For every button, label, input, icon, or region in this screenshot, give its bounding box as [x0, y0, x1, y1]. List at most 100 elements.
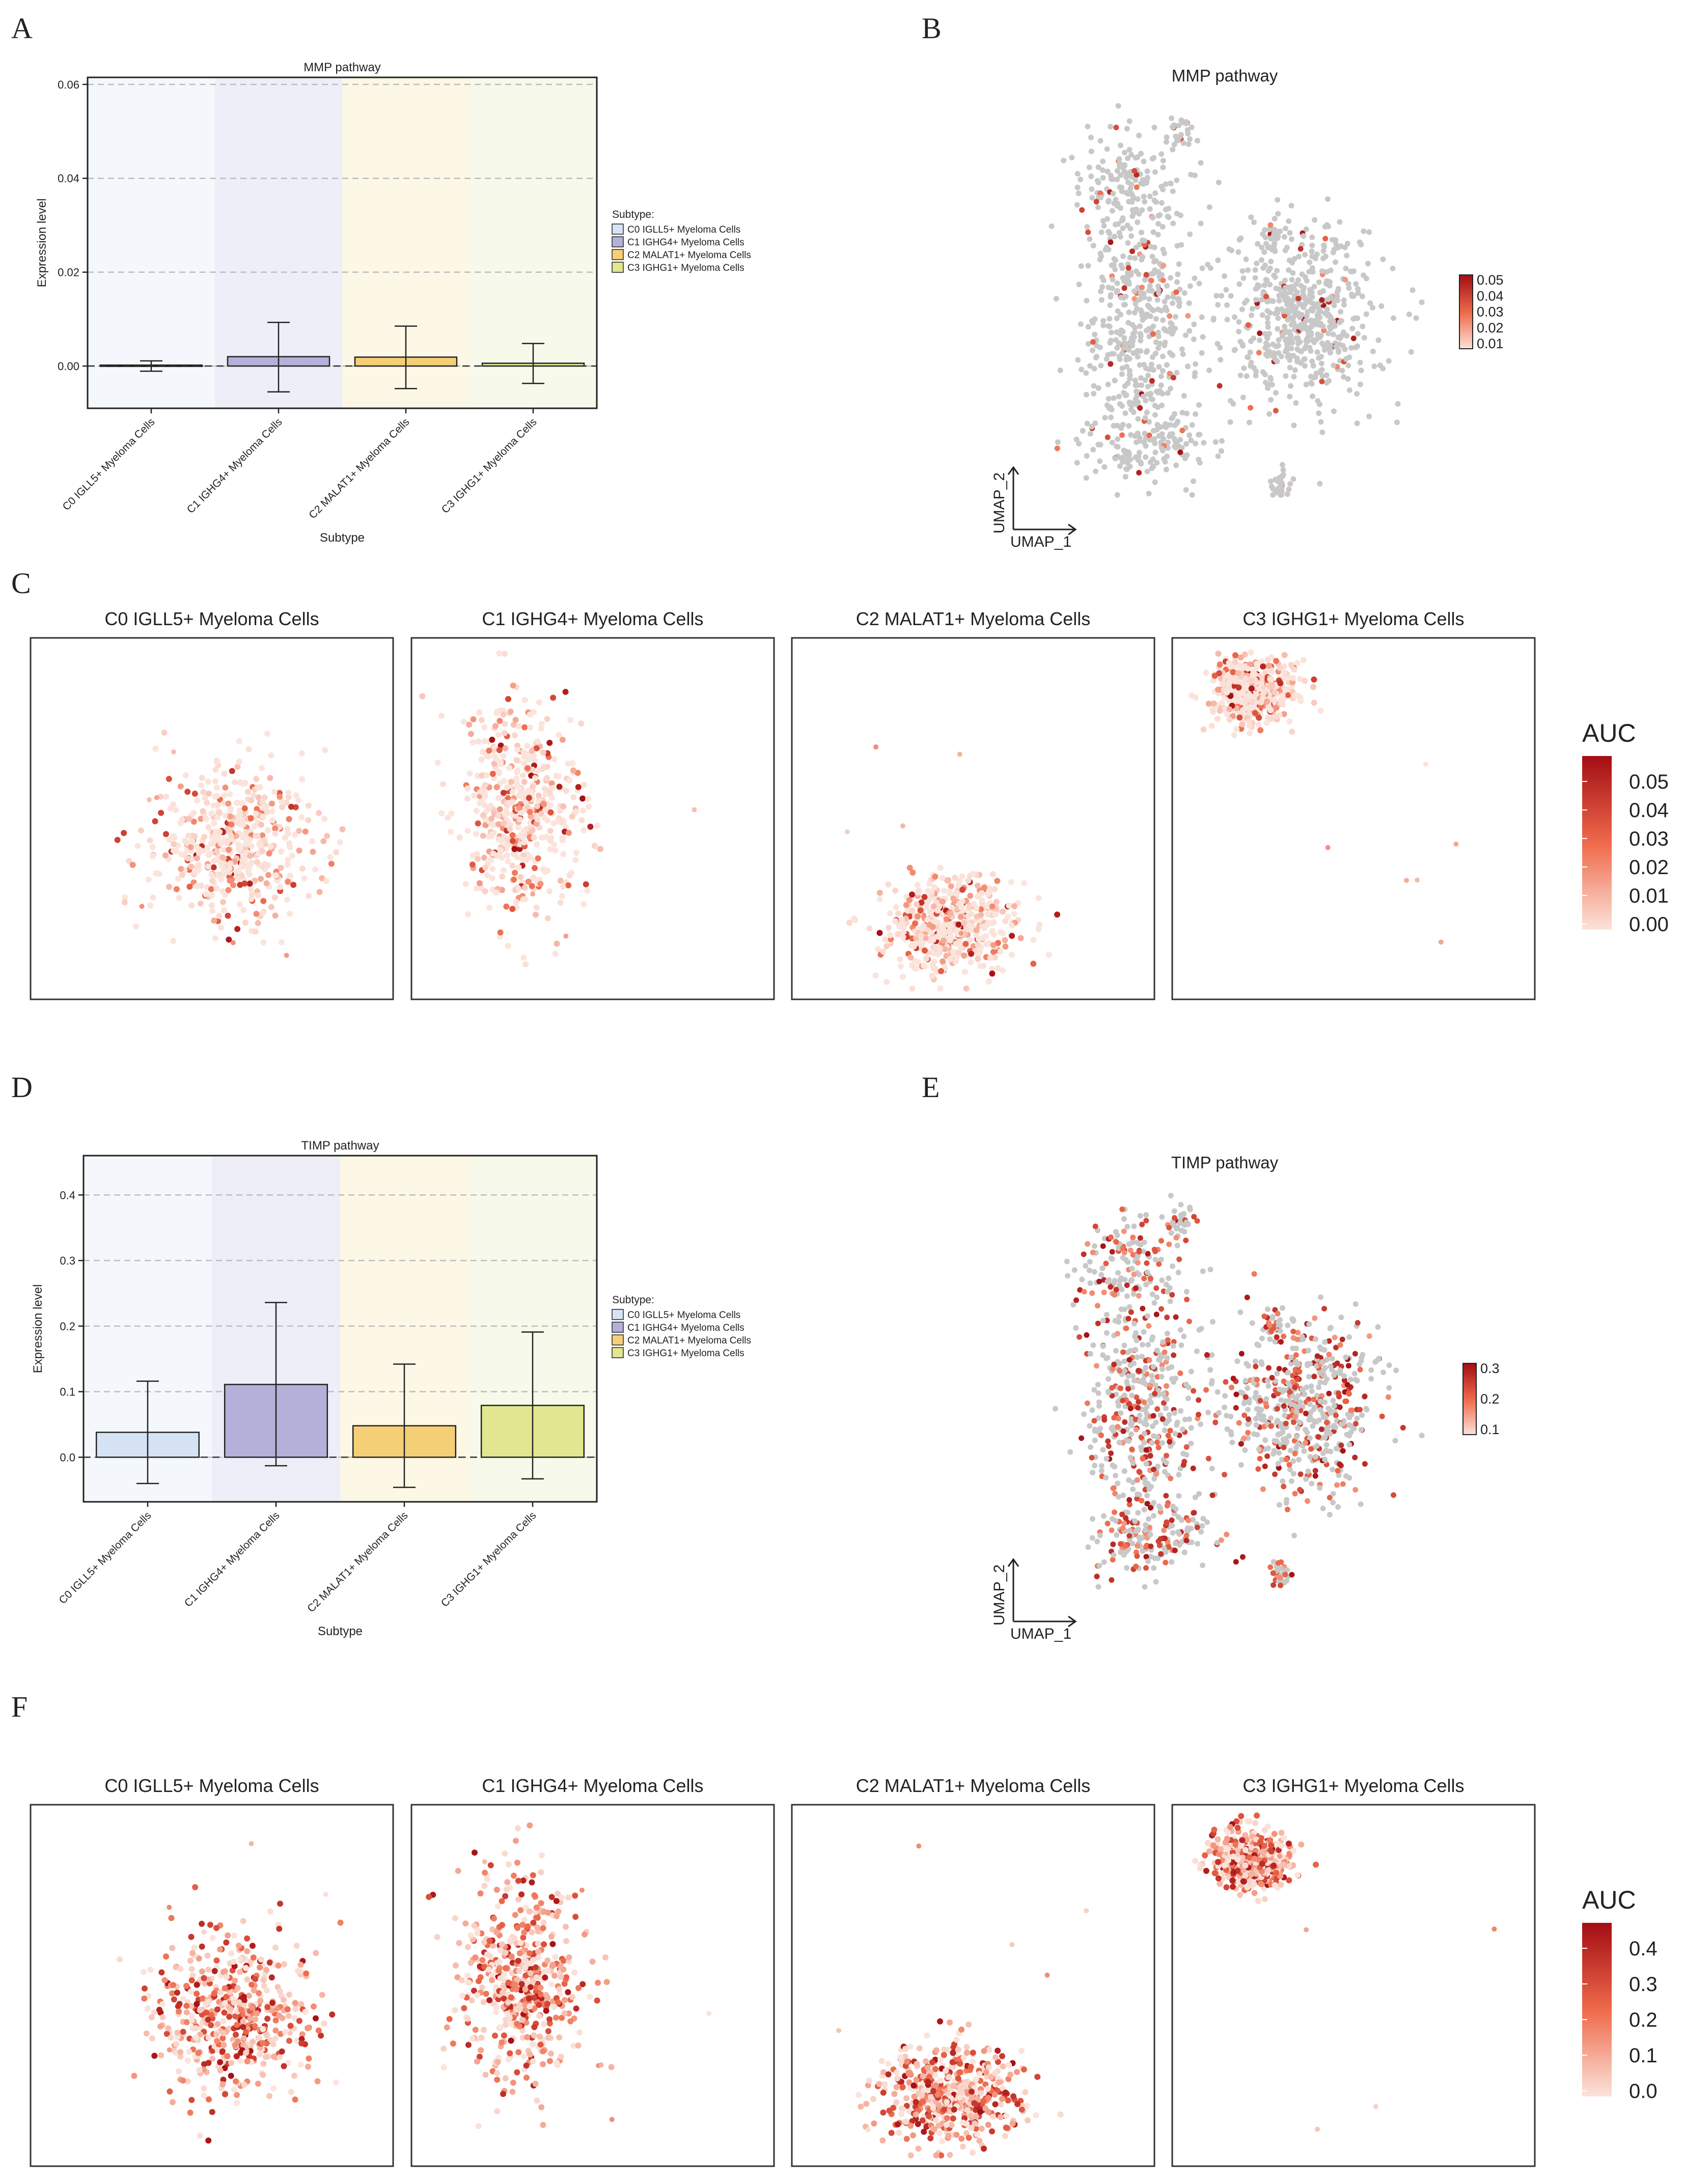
cell-point [1154, 1347, 1160, 1353]
cell-point [1121, 1228, 1127, 1235]
cell-point [1179, 1426, 1185, 1433]
cell-point [1276, 1502, 1282, 1508]
cell-point [1275, 211, 1281, 217]
cell-point [239, 834, 245, 841]
cell-point [986, 885, 993, 891]
cell-point [1245, 1435, 1251, 1441]
cell-point [165, 776, 172, 782]
cell-point [478, 757, 485, 763]
cell-point [1119, 432, 1125, 438]
cell-point [1237, 1309, 1244, 1315]
cell-point [214, 815, 221, 821]
cell-point [310, 849, 316, 855]
cell-point [1183, 1452, 1190, 1458]
cell-point [1117, 1549, 1123, 1555]
colorbar-segment [1459, 347, 1473, 349]
cell-point [1168, 1475, 1174, 1481]
cell-point [1319, 268, 1325, 274]
cell-point [1143, 1554, 1149, 1560]
cell-point [1175, 1269, 1181, 1275]
cell-point [1259, 1335, 1265, 1341]
cell-point [234, 764, 241, 770]
cell-point [1246, 1363, 1252, 1369]
y-tick-label: 0.0 [60, 1451, 75, 1464]
cell-point [509, 832, 516, 838]
cell-point [1076, 1334, 1083, 1340]
cell-point [1176, 122, 1182, 128]
cell-point [1137, 1418, 1143, 1424]
cell-point [1087, 1423, 1093, 1429]
cell-point [1116, 163, 1122, 170]
cell-point [1152, 403, 1158, 409]
cell-point [1263, 277, 1269, 283]
cell-point [914, 882, 921, 888]
cell-point [904, 907, 911, 914]
cell-point [506, 765, 513, 771]
cell-point [1327, 279, 1333, 285]
cell-point [234, 926, 241, 932]
cell-point [1105, 1438, 1111, 1444]
cell-point [1286, 267, 1292, 273]
cell-point [1121, 1216, 1127, 1222]
cell-point [556, 773, 562, 779]
cell-point [1287, 394, 1293, 400]
cell-point [1138, 338, 1144, 344]
cell-point [946, 888, 953, 895]
legend-entry: C1 IGHG4+ Myeloma Cells [627, 237, 744, 248]
cell-point [1272, 1438, 1278, 1444]
cell-point [1170, 352, 1176, 358]
cell-point [1137, 323, 1143, 329]
cell-point [542, 806, 549, 813]
cell-point [1166, 1224, 1172, 1230]
cell-point [1124, 1565, 1130, 1571]
cell-point [1079, 207, 1085, 213]
cell-point [1253, 1422, 1259, 1428]
arrowhead-x [1068, 1615, 1077, 1628]
cell-point [1011, 911, 1017, 917]
cell-point [263, 880, 270, 886]
colorbar-tick-label: 0.05 [1477, 272, 1504, 288]
cell-point [1312, 1468, 1318, 1474]
cell-point [1117, 1277, 1123, 1283]
cell-point [1322, 1399, 1328, 1405]
cell-point [194, 883, 200, 889]
cell-point [872, 972, 879, 979]
cell-point [1262, 1418, 1268, 1424]
cell-point [932, 944, 939, 951]
cell-point [1363, 311, 1369, 317]
cell-point [569, 760, 576, 767]
cell-point [1199, 265, 1205, 271]
cell-point [1311, 217, 1317, 223]
cell-point [504, 836, 510, 843]
cell-point [1307, 287, 1313, 293]
cell-point [1109, 1527, 1115, 1533]
cell-point [1268, 716, 1275, 722]
cell-point [1265, 1365, 1272, 1371]
cell-point [1288, 298, 1294, 304]
cell-point [1125, 1386, 1131, 1392]
cell-point [1132, 324, 1138, 330]
cell-point [222, 870, 228, 877]
cell-point [565, 760, 571, 767]
cell-point [211, 917, 217, 924]
cell-point [1110, 1366, 1116, 1372]
cell-point [258, 822, 264, 828]
cell-point [1413, 315, 1419, 321]
cell-point [1284, 1506, 1290, 1513]
cell-point [1281, 313, 1287, 319]
cell-point [1210, 709, 1217, 715]
cell-point [1341, 374, 1347, 380]
cell-point [1163, 466, 1169, 472]
cell-point [471, 792, 478, 799]
cell-point [1119, 1206, 1125, 1212]
umap-b: MMP pathwayUMAP_1UMAP_20.050.040.030.020… [991, 66, 1504, 550]
cell-point [1160, 1416, 1166, 1422]
cell-point [1165, 390, 1171, 396]
cell-point [923, 936, 928, 941]
cell-point [1151, 1300, 1157, 1306]
cell-point [1314, 251, 1320, 257]
cell-point [1342, 346, 1348, 352]
cell-point [214, 793, 220, 799]
facet-title: C1 IGHG4+ Myeloma Cells [482, 608, 703, 629]
cell-point [989, 966, 996, 972]
